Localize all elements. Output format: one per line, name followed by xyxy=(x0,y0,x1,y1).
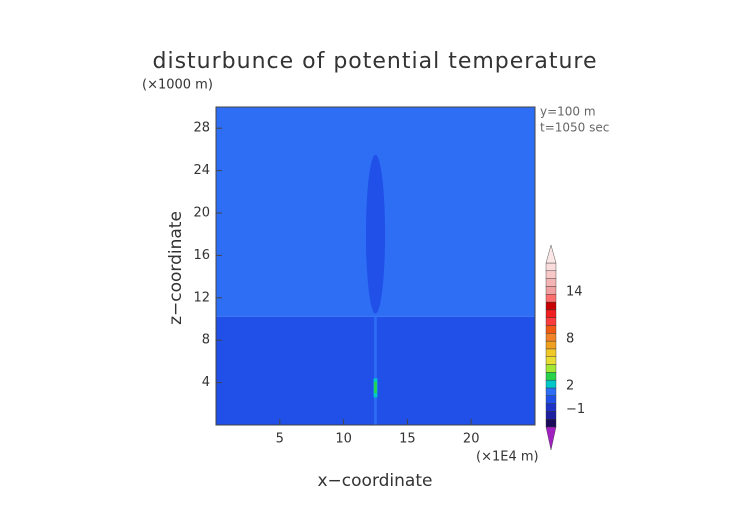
field-region xyxy=(374,316,377,425)
field-region xyxy=(374,381,377,394)
x-tick-label: 5 xyxy=(276,432,284,447)
colorbar-segment xyxy=(545,294,557,303)
y-tick-label: 4 xyxy=(202,375,210,390)
x-axis-label: x−coordinate xyxy=(318,471,433,491)
y-axis-label: z−coordinate xyxy=(166,211,186,325)
colorbar-segment xyxy=(545,364,557,373)
colorbar-segment xyxy=(545,340,557,350)
colorbar-segment xyxy=(545,372,557,381)
y-tick-label: 28 xyxy=(193,121,210,136)
colorbar-segment xyxy=(545,301,557,311)
chart-title: disturbunce of potential temperature xyxy=(153,49,598,74)
colorbar-tick-label: 2 xyxy=(566,378,574,393)
colorbar-segment xyxy=(545,356,557,365)
y-tick-label: 16 xyxy=(193,248,210,263)
x-tick-label: 20 xyxy=(463,432,480,447)
colorbar-segment xyxy=(545,403,557,412)
y-tick-label: 24 xyxy=(193,163,210,178)
colorbar-segment xyxy=(545,309,557,318)
colorbar-segment xyxy=(545,262,557,272)
colorbar-segment xyxy=(545,387,557,396)
colorbar-segment xyxy=(545,278,557,287)
colorbar-tick-label: 14 xyxy=(566,285,583,300)
y-tick-label: 8 xyxy=(202,333,210,348)
colorbar-over xyxy=(545,244,557,264)
colorbar-tick-label: 8 xyxy=(566,332,574,347)
colorbar-segment xyxy=(545,379,557,389)
colorbar-segment xyxy=(545,418,557,428)
y-tick-label: 12 xyxy=(193,290,210,305)
y-tick-label: 20 xyxy=(193,206,210,221)
colorbar-segment xyxy=(545,333,557,342)
colorbar-tick-label: −1 xyxy=(566,402,585,417)
colorbar-segment xyxy=(545,317,557,326)
plot-frame xyxy=(215,106,536,426)
x-unit: (×1E4 m) xyxy=(476,450,539,465)
colorbar-segment xyxy=(545,325,557,334)
y-unit: (×1000 m) xyxy=(142,78,213,93)
colorbar-segment xyxy=(545,348,557,357)
colorbar-segment xyxy=(545,395,557,404)
colorbar-segment xyxy=(545,411,557,420)
annotation: t=1050 sec xyxy=(540,121,609,135)
field-plume xyxy=(365,154,386,314)
colorbar-segment xyxy=(545,286,557,295)
colorbar-segment xyxy=(545,270,557,279)
colorbar-under xyxy=(545,426,557,451)
x-tick-label: 15 xyxy=(399,432,416,447)
x-tick-label: 10 xyxy=(335,432,352,447)
annotation: y=100 m xyxy=(540,105,596,119)
